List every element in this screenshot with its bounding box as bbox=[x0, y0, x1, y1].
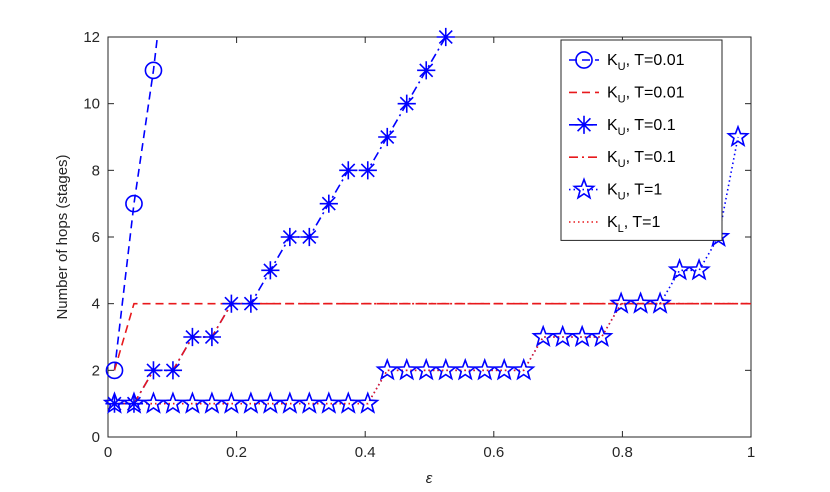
data-point-4-16 bbox=[414, 357, 439, 381]
data-point-2-15 bbox=[397, 94, 416, 113]
x-axis-title: ε bbox=[426, 470, 433, 487]
data-point-4-25 bbox=[589, 324, 614, 348]
y-axis-title: Number of hops (stages) bbox=[54, 154, 71, 319]
data-point-4-9 bbox=[278, 391, 302, 414]
data-point-4-10 bbox=[297, 391, 322, 414]
data-point-4-27 bbox=[628, 291, 653, 314]
data-point-0-0 bbox=[105, 361, 124, 380]
data-point-4-30 bbox=[687, 257, 711, 281]
x-tick-label: 0.4 bbox=[355, 444, 376, 461]
data-point-2-12 bbox=[339, 161, 358, 180]
legend-label-2: KU, T=0.1 bbox=[607, 117, 676, 138]
x-tick-label: 0.8 bbox=[612, 444, 633, 461]
legend: KU, T=0.01 KU, T=0.01 KU, T=0.1 KU, T=0.1 KU… bbox=[560, 39, 723, 241]
data-point-2-17 bbox=[436, 27, 455, 47]
data-point-4-32 bbox=[726, 124, 750, 148]
data-point-2-3 bbox=[163, 361, 183, 380]
data-point-2-0 bbox=[105, 394, 124, 413]
data-point-4-28 bbox=[648, 291, 672, 314]
x-tick-label: 0 bbox=[104, 444, 112, 461]
data-point-4-12 bbox=[336, 391, 361, 414]
data-point-0-1 bbox=[125, 194, 143, 213]
data-point-4-18 bbox=[453, 357, 478, 381]
legend-label-1: KU, T=0.01 bbox=[607, 84, 685, 105]
legend-label-4: KU, T=1 bbox=[607, 182, 662, 203]
legend-label-5: KL, T=1 bbox=[607, 214, 661, 235]
markers-layer bbox=[102, 27, 750, 414]
data-point-4-17 bbox=[433, 357, 458, 381]
y-tick-label: 10 bbox=[83, 96, 100, 113]
data-point-4-24 bbox=[570, 324, 594, 348]
x-tick-label: 0.2 bbox=[226, 444, 247, 461]
series-line-1 bbox=[113, 302, 751, 371]
y-tick-label: 0 bbox=[92, 429, 100, 446]
data-point-4-21 bbox=[511, 357, 536, 381]
series-line-0 bbox=[113, 37, 159, 371]
legend-box bbox=[560, 39, 723, 241]
series-line-3 bbox=[114, 302, 751, 405]
data-point-2-5 bbox=[202, 327, 222, 347]
data-point-2-7 bbox=[241, 294, 260, 313]
data-point-4-29 bbox=[667, 257, 692, 281]
data-point-4-20 bbox=[492, 357, 517, 381]
data-point-2-2 bbox=[144, 361, 163, 380]
data-point-2-16 bbox=[417, 61, 436, 80]
data-point-4-1 bbox=[122, 391, 146, 414]
data-point-0-2 bbox=[144, 61, 163, 80]
y-tick-label: 12 bbox=[83, 29, 100, 46]
data-point-2-8 bbox=[261, 261, 280, 280]
data-point-4-8 bbox=[258, 391, 283, 414]
data-point-4-15 bbox=[394, 357, 419, 381]
data-point-2-1 bbox=[124, 394, 144, 413]
data-point-4-5 bbox=[200, 391, 224, 414]
data-point-2-10 bbox=[300, 227, 319, 247]
data-point-4-23 bbox=[550, 324, 575, 348]
data-point-4-6 bbox=[219, 391, 244, 414]
data-point-4-22 bbox=[531, 324, 556, 348]
y-tick-label: 4 bbox=[92, 296, 100, 313]
series-line-2 bbox=[114, 37, 447, 405]
data-point-2-13 bbox=[358, 161, 377, 180]
y-tick-label: 8 bbox=[92, 162, 100, 179]
data-point-2-6 bbox=[222, 294, 241, 313]
x-tick-label: 1 bbox=[747, 444, 755, 461]
x-tick-label: 0.6 bbox=[483, 444, 504, 461]
data-point-2-11 bbox=[319, 194, 338, 213]
data-point-4-11 bbox=[316, 391, 341, 414]
legend-marker-0 bbox=[575, 51, 593, 69]
data-point-4-0 bbox=[102, 391, 127, 414]
data-point-2-4 bbox=[183, 327, 202, 347]
data-point-2-14 bbox=[378, 127, 397, 147]
data-point-4-3 bbox=[161, 391, 185, 414]
data-point-4-2 bbox=[141, 391, 166, 414]
legend-label-0: KU, T=0.01 bbox=[607, 52, 685, 73]
data-point-4-7 bbox=[239, 391, 263, 414]
y-tick-label: 2 bbox=[92, 362, 100, 379]
data-point-4-13 bbox=[355, 391, 380, 414]
y-tick-label: 6 bbox=[92, 229, 100, 246]
data-point-4-4 bbox=[180, 391, 205, 414]
data-point-4-14 bbox=[375, 357, 400, 381]
legend-marker-2 bbox=[574, 115, 594, 134]
legend-marker-4 bbox=[572, 177, 596, 200]
legend-label-3: KU, T=0.1 bbox=[607, 149, 676, 170]
data-point-4-19 bbox=[472, 357, 497, 381]
data-point-4-26 bbox=[609, 291, 633, 314]
data-point-2-9 bbox=[280, 227, 299, 247]
